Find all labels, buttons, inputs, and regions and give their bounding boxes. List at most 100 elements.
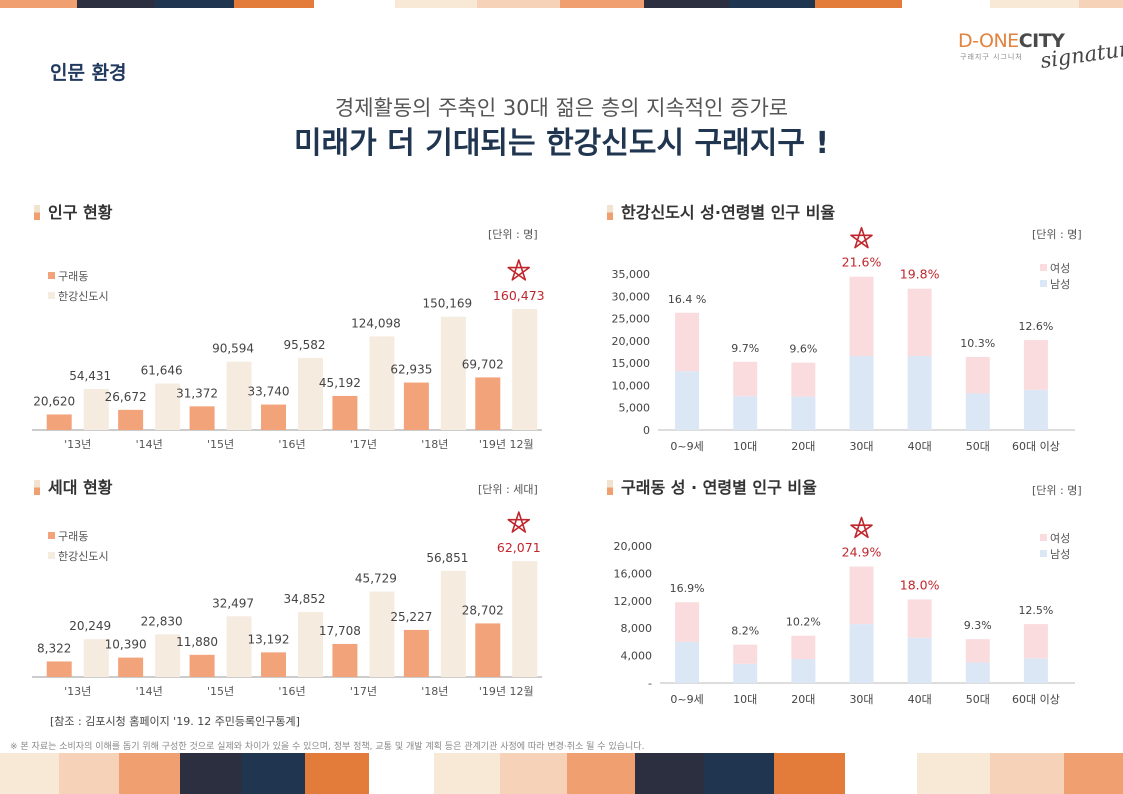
y-tick-label: 16,000 (614, 567, 653, 580)
bar-male (849, 356, 874, 430)
bar-female (675, 312, 700, 372)
top-decorative-band (0, 0, 1123, 8)
data-label: 69,702 (462, 357, 504, 371)
bar-female (791, 362, 816, 397)
x-tick-label: '19년 12월 (479, 438, 534, 451)
x-tick-label: '13년 (64, 438, 91, 451)
data-label: 22,830 (141, 614, 183, 628)
legend-label: 여성 (1050, 532, 1070, 545)
band-block (774, 753, 845, 794)
data-label: 25,227 (390, 610, 432, 624)
percent-label: 16.9% (670, 582, 705, 595)
data-label: 62,071 (497, 540, 541, 555)
percent-label: 18.0% (900, 577, 940, 592)
bar-female (675, 602, 700, 642)
band-block (59, 753, 119, 794)
bar (475, 377, 501, 430)
data-label: 20,249 (69, 619, 111, 633)
households-unit: [단위 : 세대] (478, 483, 538, 496)
band-block (395, 0, 477, 8)
star-scribble-icon (850, 516, 873, 539)
band-block (119, 753, 180, 794)
bar (440, 570, 466, 677)
legend-swatch (1040, 534, 1047, 541)
star-scribble-icon (507, 511, 531, 533)
hangang-age-stacked-chart: 0 5,000 10,000 15,000 20,000 25,000 30,000 35,0… (612, 226, 1075, 453)
hangang-age-unit: [단위 : 명] (1032, 228, 1082, 241)
legend-swatch (48, 272, 55, 279)
band-block (567, 753, 635, 794)
population-chart-title: 인구 현황 (34, 199, 112, 223)
legend-swatch (48, 552, 55, 559)
guraedong-age-title-text: 구래동 성 · 연령별 인구 비율 (621, 478, 817, 497)
bar (512, 308, 538, 430)
percent-label: 24.9% (842, 545, 882, 560)
percent-label: 10.3% (960, 337, 995, 350)
x-tick-label: 20대 (791, 693, 815, 706)
data-label: 56,851 (426, 551, 468, 565)
bar (155, 383, 181, 430)
bar-female (1023, 624, 1048, 659)
band-block (180, 753, 242, 794)
bar (118, 409, 144, 430)
legend-swatch (48, 532, 55, 539)
legend-swatch (1040, 280, 1047, 287)
x-tick-label: 10대 (733, 440, 757, 453)
bar-male (965, 393, 990, 430)
bar (403, 382, 429, 430)
band-block (1079, 0, 1123, 8)
data-label: 61,646 (141, 364, 183, 378)
x-tick-label: '18년 (421, 438, 448, 451)
x-tick-label: 10대 (733, 693, 757, 706)
data-label: 20,620 (33, 394, 75, 408)
band-block (1064, 753, 1123, 794)
bar (118, 657, 144, 677)
data-label: 13,192 (248, 632, 290, 646)
legend-label: 한강신도시 (58, 290, 109, 303)
bar-female (733, 644, 758, 664)
x-tick-label: '17년 (350, 438, 377, 451)
data-label: 10,390 (105, 638, 147, 652)
legend-swatch (1040, 550, 1047, 557)
legend-label: 여성 (1050, 262, 1070, 275)
x-tick-label: '13년 (64, 685, 91, 698)
band-block (500, 753, 567, 794)
band-block (635, 753, 704, 794)
title-mark-icon (607, 205, 613, 220)
bar-female (907, 599, 932, 638)
title-mark-icon (34, 480, 40, 495)
x-tick-label: 40대 (908, 440, 932, 453)
x-tick-label: 50대 (966, 440, 990, 453)
band-block (77, 0, 155, 8)
bar-male (1023, 389, 1048, 430)
data-label: 8,322 (37, 641, 71, 655)
percent-label: 8.2% (731, 625, 759, 638)
x-tick-label: 20대 (791, 440, 815, 453)
x-tick-label: 0~9세 (670, 440, 703, 453)
logo-prefix: D-ONE (958, 30, 1019, 52)
x-tick-label: 60대 이상 (1012, 440, 1060, 453)
bar-female (1023, 339, 1048, 390)
y-tick-label: 25,000 (612, 313, 651, 326)
band-block (729, 0, 815, 8)
bar (46, 661, 72, 677)
y-tick-label: 35,000 (612, 268, 651, 281)
band-block (990, 0, 1079, 8)
band-block (369, 753, 434, 794)
x-tick-label: 40대 (908, 693, 932, 706)
band-block (815, 0, 902, 8)
x-tick-label: '15년 (207, 438, 234, 451)
bar-male (1023, 658, 1048, 683)
y-tick-label: 12,000 (614, 595, 653, 608)
bar-male (791, 659, 816, 683)
hangang-age-title-text: 한강신도시 성·연령별 인구 비율 (621, 203, 836, 222)
y-tick-label: 30,000 (612, 290, 651, 303)
page-subtitle: 경제활동의 주축인 30대 젊은 층의 지속적인 증가로 (334, 96, 789, 120)
bottom-decorative-band (0, 753, 1123, 794)
data-label: 45,192 (319, 376, 361, 390)
bar-male (791, 396, 816, 430)
data-label: 150,169 (423, 297, 473, 311)
bar (332, 643, 358, 677)
